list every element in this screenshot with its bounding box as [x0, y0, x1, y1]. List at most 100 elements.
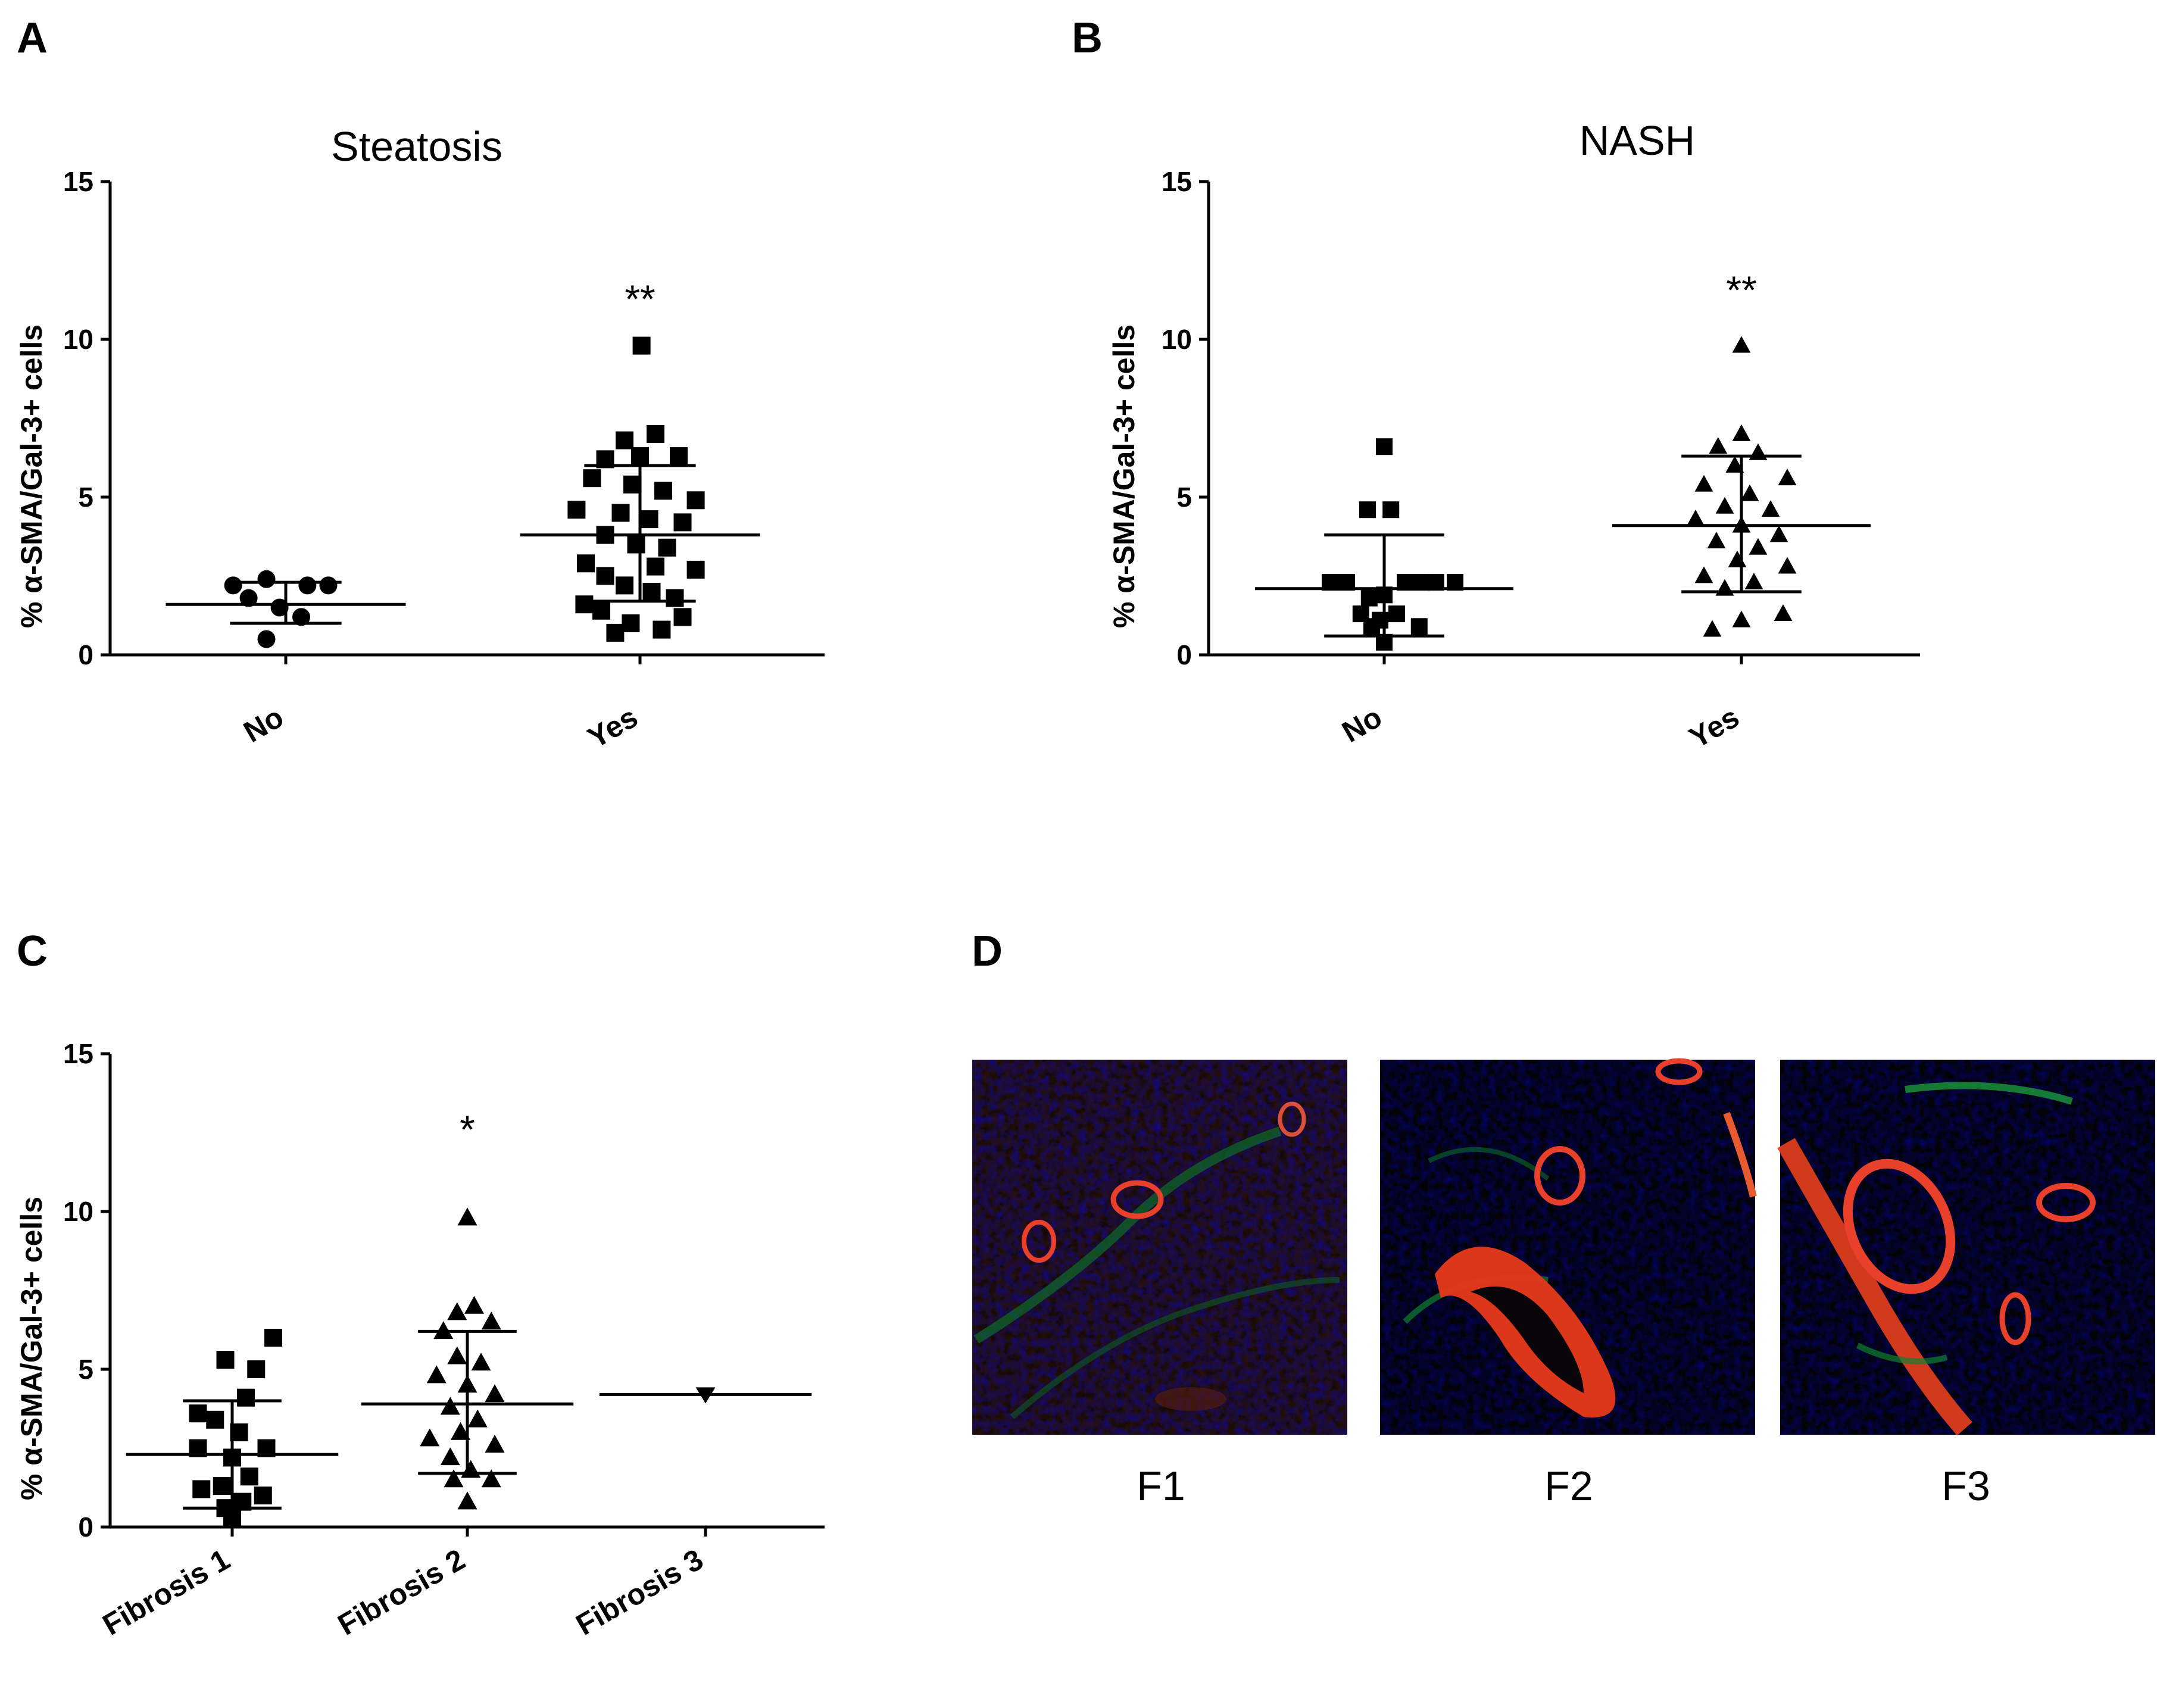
chart-a-data-point [673, 608, 692, 626]
chart-a-y-tick-label: 5 [78, 482, 93, 513]
chart-c-marks: 0 5 10 15 Fibrosis 1 Fibrosis 2 Fibrosis 3 * [63, 1038, 825, 1642]
chart-b-data-point [1778, 469, 1797, 486]
chart-c-data-point [254, 1487, 272, 1504]
chart-a-data-point [647, 425, 664, 443]
micrograph-f2 [1380, 1058, 1757, 1435]
chart-a-data-point [596, 567, 614, 585]
chart-a-data-point [642, 583, 661, 601]
micrograph-label-f2: F2 [1544, 1463, 1593, 1509]
chart-a-data-point [611, 504, 630, 522]
chart-b-data-point [1694, 566, 1713, 583]
chart-c-significance-marker: * [460, 1107, 475, 1151]
chart-b-data-point [1769, 525, 1788, 542]
chart-b-data-point [1388, 605, 1405, 623]
chart-a-data-point [686, 491, 705, 510]
micrograph-label-f3: F3 [1941, 1463, 1990, 1509]
chart-b-data-point [1363, 618, 1380, 635]
chart-c-data-point [471, 1353, 491, 1371]
chart-a-category-label: No [238, 700, 289, 749]
chart-b-data-point [1359, 501, 1376, 519]
chart-a-data-point [239, 589, 258, 607]
chart-a-data-point [577, 554, 595, 573]
chart-a-data-point [567, 501, 586, 519]
chart-a-data-point [319, 576, 338, 595]
chart-b-data-point [1360, 589, 1378, 607]
chart-a-data-point [666, 589, 684, 607]
chart-b-data-point [1703, 620, 1722, 637]
chart-c-data-point [192, 1480, 211, 1498]
chart-c-data-point [481, 1312, 501, 1330]
chart-c-data-point [420, 1428, 440, 1447]
chart-c-data-point [457, 1207, 477, 1226]
chart-a-data-point [632, 336, 651, 355]
chart-a-y-tick-label: 10 [63, 324, 93, 355]
chart-title-steatosis: Steatosis [331, 123, 502, 170]
chart-b-data-point [1707, 532, 1726, 549]
chart-c-data-point [467, 1409, 488, 1428]
chart-b-significance-marker: ** [1726, 268, 1756, 312]
chart-a-data-point [575, 595, 594, 614]
chart-c-data-point [213, 1477, 231, 1495]
chart-a-y-tick-label: 15 [63, 166, 93, 197]
chart-a-data-point [583, 469, 601, 488]
panel-label-a: A [17, 14, 48, 62]
chart-c-data-point [240, 1467, 258, 1486]
chart-a-data-point [627, 535, 645, 554]
chart-b-category-label: Yes [1684, 700, 1745, 755]
chart-b-data-point [1709, 437, 1728, 454]
chart-a-data-point [647, 557, 664, 576]
chart-a-data-point [623, 475, 641, 494]
chart-b-y-tick-label: 15 [1162, 166, 1192, 197]
chart-b-data-point [1686, 510, 1705, 526]
chart-a-data-point [592, 601, 610, 620]
chart-c-data-point [451, 1422, 470, 1440]
chart-a-category-label: Yes [582, 700, 644, 755]
chart-a-data-point [653, 620, 671, 639]
chart-c-data-point [447, 1346, 467, 1364]
chart-a-data-point [257, 570, 276, 588]
micrograph-panel: F1 F2 F3 [972, 1058, 2155, 1509]
micrograph-label-f1: F1 [1137, 1463, 1185, 1509]
chart-c-data-point [447, 1302, 467, 1320]
chart-a-data-point [673, 513, 692, 532]
chart-c-data-point [440, 1447, 460, 1466]
chart-a-data-point [224, 576, 242, 595]
panel-label-d: D [972, 928, 1003, 975]
y-axis-label-a: % α-SMA/Gal-3+ cells [15, 324, 48, 628]
chart-b-category-label: No [1337, 700, 1388, 749]
chart-a-data-point [654, 482, 672, 500]
chart-b-data-point [1761, 500, 1780, 517]
chart-a-data-point [686, 560, 705, 579]
chart-a-data-point [298, 576, 317, 595]
chart-a-marks: 0 5 10 15 No Yes ** [63, 166, 825, 755]
chart-a-data-point [658, 538, 676, 557]
chart-b-data-point [1382, 501, 1400, 519]
chart-b-data-point [1732, 336, 1751, 353]
y-axis-label-c: % α-SMA/Gal-3+ cells [15, 1197, 48, 1500]
chart-b-data-point [1725, 455, 1744, 473]
chart-c-y-tick-label: 5 [78, 1354, 93, 1385]
chart-a-data-point [616, 576, 633, 595]
chart-a-data-point [631, 447, 649, 466]
chart-b-data-point [1728, 550, 1747, 567]
chart-c-data-point [461, 1460, 481, 1478]
chart-c-data-point [264, 1329, 282, 1347]
chart-c-data-point [440, 1397, 460, 1415]
micrograph-f3 [1777, 1060, 2155, 1436]
chart-c-data-point [237, 1388, 255, 1407]
chart-c-data-point [426, 1365, 447, 1384]
chart-b-data-point [1778, 557, 1797, 574]
chart-b-data-point [1376, 438, 1393, 455]
chart-c-data-point [457, 1491, 477, 1510]
panel-label-b: B [1072, 14, 1103, 62]
micrograph-f1 [972, 1060, 1347, 1435]
chart-b-data-point [1715, 497, 1734, 514]
chart-nash: NASH % α-SMA/Gal-3+ cells 0 5 10 15 No Yes ** [1107, 117, 1920, 755]
chart-c-data-point [247, 1360, 266, 1378]
chart-b-y-tick-label: 10 [1162, 324, 1192, 355]
chart-c-data-point [444, 1469, 464, 1488]
chart-title-nash: NASH [1579, 117, 1695, 164]
y-axis-label-b: % α-SMA/Gal-3+ cells [1107, 324, 1141, 628]
chart-b-data-point [1749, 538, 1768, 555]
